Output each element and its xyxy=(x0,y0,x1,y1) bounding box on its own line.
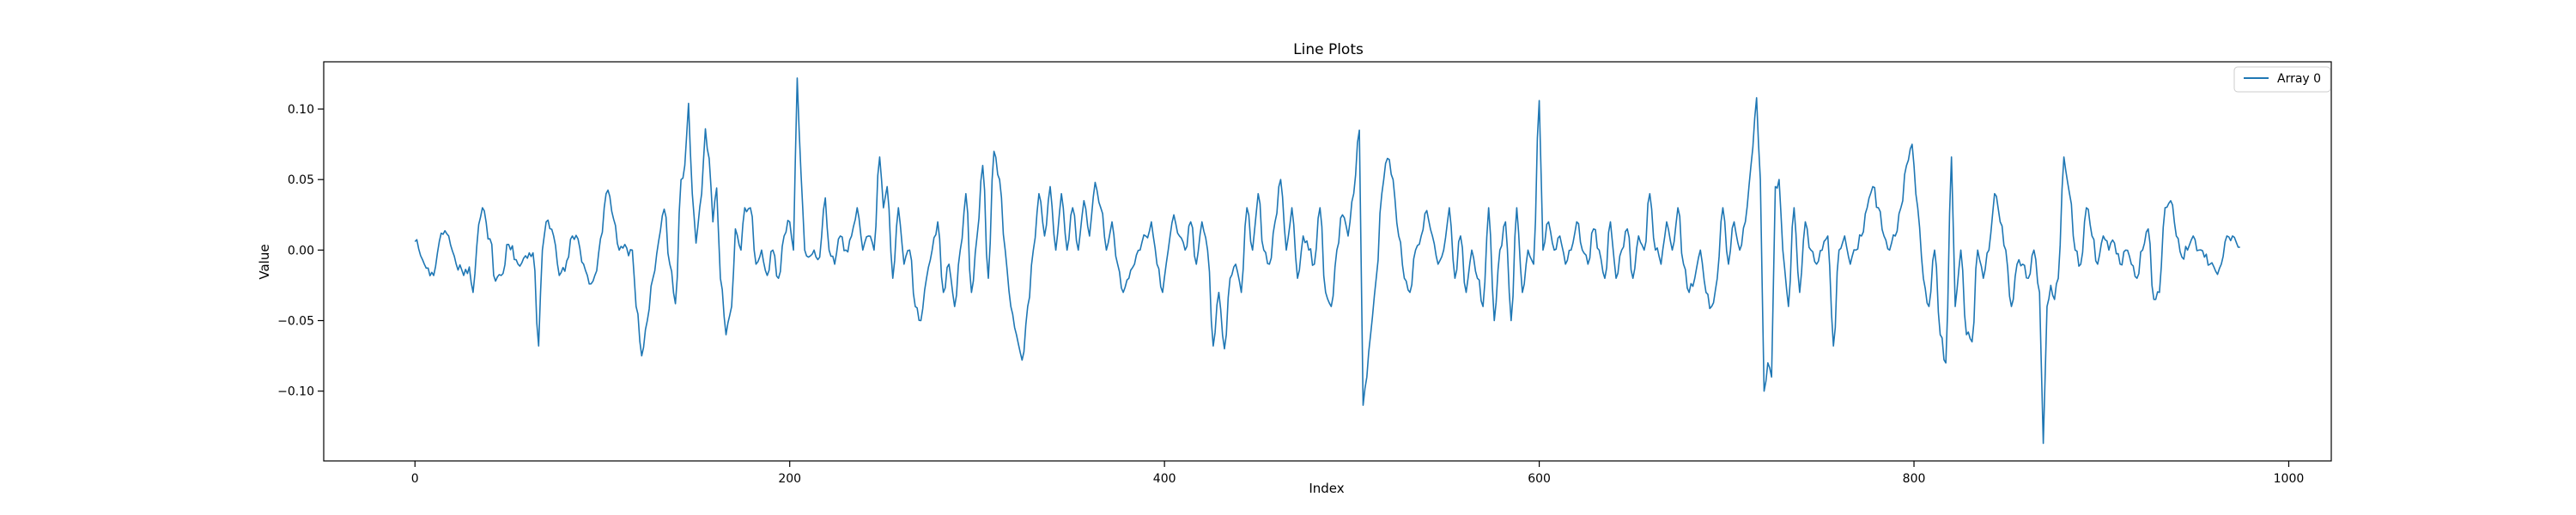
y-tick-label: 0.10 xyxy=(288,103,314,117)
x-tick-label: 400 xyxy=(1153,472,1176,486)
legend-label-array-0: Array 0 xyxy=(2277,72,2321,86)
plot-area-frame xyxy=(323,61,2332,462)
x-axis: 0 200 400 600 800 1000 xyxy=(411,461,2304,486)
x-tick-label: 800 xyxy=(1903,472,1926,486)
y-axis: −0.10 −0.05 0.00 0.05 0.10 xyxy=(277,103,324,399)
y-tick-label: 0.00 xyxy=(288,244,314,258)
y-axis-label: Value xyxy=(257,244,272,279)
y-tick-label: 0.05 xyxy=(288,173,314,187)
x-tick-label: 600 xyxy=(1528,472,1551,486)
x-tick-label: 200 xyxy=(778,472,801,486)
legend: Array 0 xyxy=(2233,66,2331,93)
y-tick-label: −0.10 xyxy=(277,385,314,399)
x-tick-label: 1000 xyxy=(2274,472,2305,486)
series-line-array-0 xyxy=(414,77,2240,445)
legend-box xyxy=(2233,66,2331,93)
chart-title: Line Plots xyxy=(1293,41,1364,58)
x-tick-label: 0 xyxy=(411,472,419,486)
y-tick-label: −0.05 xyxy=(277,315,314,329)
series-layer xyxy=(414,77,2240,445)
x-axis-label: Index xyxy=(1309,481,1344,496)
